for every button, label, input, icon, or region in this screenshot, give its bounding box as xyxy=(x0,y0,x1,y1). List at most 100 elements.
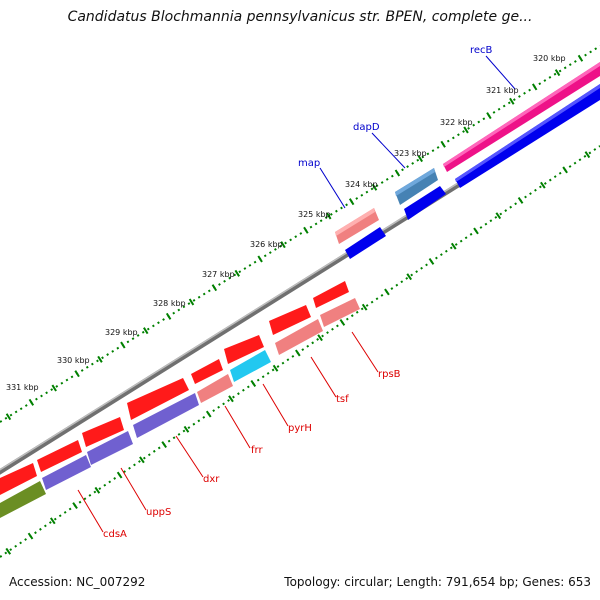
ruler-tick xyxy=(94,486,101,494)
ruler-tick xyxy=(473,227,479,235)
ruler-tick xyxy=(72,502,78,510)
gene-map[interactable] xyxy=(335,208,379,244)
gene-cds-2[interactable] xyxy=(269,305,311,335)
gene-label-uppS[interactable]: uppS xyxy=(146,507,171,518)
inner-genes-row xyxy=(0,298,360,518)
kbp-label: 326 kbp xyxy=(250,240,283,249)
kbp-label: 325 kbp xyxy=(298,210,331,219)
kbp-labels: 320 kbp 321 kbp 322 kbp 323 kbp 324 kbp 325 k… xyxy=(6,54,566,392)
gene-cds-5[interactable] xyxy=(127,378,189,420)
gene-label-recB[interactable]: recB xyxy=(470,45,493,56)
ruler-tick xyxy=(303,226,309,234)
ruler-tick xyxy=(440,140,446,148)
ruler-tick xyxy=(116,471,123,479)
gene-frr[interactable] xyxy=(197,374,233,403)
ruler-tick xyxy=(250,380,257,387)
ruler-tick xyxy=(143,327,149,335)
ruler-tick xyxy=(326,212,332,220)
ruler-tick xyxy=(486,112,492,120)
gene-label-pyrH[interactable]: pyrH xyxy=(288,423,312,434)
kbp-label: 320 kbp xyxy=(533,54,566,63)
ruler-tick xyxy=(228,395,234,403)
ruler-tick xyxy=(295,349,301,357)
ruler-tick xyxy=(183,425,190,433)
kbp-label: 328 kbp xyxy=(153,299,186,308)
ruler-tick xyxy=(495,212,502,220)
gene-cds-7[interactable] xyxy=(37,440,82,472)
gene-cds-1[interactable] xyxy=(313,281,349,308)
ruler-tick xyxy=(5,547,12,555)
ruler-tick xyxy=(280,241,286,249)
gene-label-tsf[interactable]: tsf xyxy=(336,394,349,405)
ruler-tick xyxy=(509,97,515,105)
ruler-tick xyxy=(394,169,401,177)
ruler-tick xyxy=(406,273,413,281)
ruler-tick xyxy=(317,334,323,342)
ruler-tick xyxy=(540,181,546,189)
ruler-tick xyxy=(463,126,469,134)
gene-rpsB[interactable] xyxy=(320,298,360,327)
ruler-tick xyxy=(27,532,34,540)
forward-genes-row xyxy=(0,281,349,495)
ruler-tick xyxy=(428,257,435,265)
ruler-tick xyxy=(577,54,584,62)
ruler-tick xyxy=(517,196,524,204)
ruler-tick xyxy=(49,517,56,525)
ruler-tick xyxy=(272,364,279,372)
kbp-label: 321 kbp xyxy=(486,86,519,95)
ruler-tick xyxy=(97,355,103,363)
kbp-label: 331 kbp xyxy=(6,383,39,392)
gene-labels: recB dapD map rpsB tsf pyrH frr dxr uppS cdsA xyxy=(103,45,493,540)
gene-cds-3[interactable] xyxy=(224,335,264,364)
genome-stats-text: Topology: circular; Length: 791,654 bp; … xyxy=(284,575,591,589)
ruler-tick xyxy=(188,298,195,306)
gene-olive[interactable] xyxy=(0,481,46,518)
ruler-tick xyxy=(28,398,35,406)
gene-label-rpsB[interactable]: rpsB xyxy=(378,369,401,380)
ruler-tick xyxy=(361,303,368,311)
gene-cdsA[interactable] xyxy=(42,455,91,490)
gene-dapD-reverse[interactable] xyxy=(404,186,446,220)
ruler-tick xyxy=(257,255,263,263)
kbp-label: 324 kbp xyxy=(345,180,378,189)
kbp-label: 329 kbp xyxy=(105,328,138,337)
ruler-tick xyxy=(165,312,172,320)
page-title: Candidatus Blochmannia pennsylvanicus st… xyxy=(67,9,533,25)
ruler-tick xyxy=(417,155,423,163)
kbp-label: 327 kbp xyxy=(202,270,235,279)
ruler-tick xyxy=(161,441,167,448)
gene-tsf[interactable] xyxy=(275,319,323,355)
gene-cds-4[interactable] xyxy=(191,359,223,384)
ruler-tick xyxy=(371,183,378,191)
ruler-tick xyxy=(339,319,346,326)
gene-label-cdsA[interactable]: cdsA xyxy=(103,529,127,540)
gene-pyrH[interactable] xyxy=(230,350,271,382)
gene-label-map[interactable]: map xyxy=(298,158,320,169)
ruler-tick xyxy=(584,151,591,159)
inner-ruler xyxy=(0,145,600,558)
ruler-tick xyxy=(139,456,145,464)
kbp-label: 330 kbp xyxy=(57,356,90,365)
ruler-tick xyxy=(234,269,240,277)
outer-ruler xyxy=(0,45,600,423)
ruler-tick xyxy=(51,384,57,392)
ruler-tick xyxy=(554,69,561,77)
gene-uppS[interactable] xyxy=(87,431,133,465)
gene-cds-6[interactable] xyxy=(82,417,124,447)
ruler-tick xyxy=(205,410,212,418)
ruler-tick xyxy=(5,413,12,421)
kbp-label: 323 kbp xyxy=(394,149,427,158)
gene-dxr[interactable] xyxy=(133,393,199,438)
gene-label-frr[interactable]: frr xyxy=(251,445,263,456)
gene-cds-8[interactable] xyxy=(0,463,37,495)
gene-map-reverse[interactable] xyxy=(345,227,386,259)
ruler-tick xyxy=(211,284,218,292)
ruler-tick xyxy=(74,370,80,378)
ruler-tick xyxy=(348,198,355,206)
gene-label-dapD[interactable]: dapD xyxy=(353,122,380,133)
gene-label-dxr[interactable]: dxr xyxy=(203,474,220,485)
gene-dapD[interactable] xyxy=(395,168,438,205)
kbp-label: 322 kbp xyxy=(440,118,473,127)
ruler-tick xyxy=(562,166,568,174)
